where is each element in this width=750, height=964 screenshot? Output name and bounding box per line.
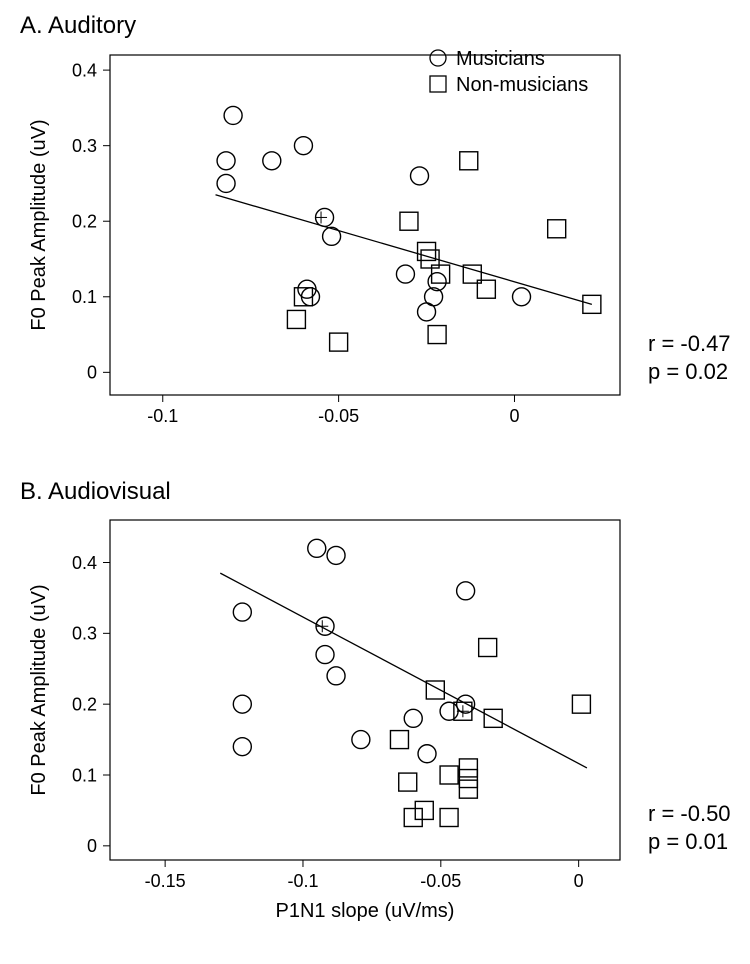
stat-r-a: r = -0.47 — [648, 330, 731, 358]
svg-text:0.2: 0.2 — [72, 212, 97, 232]
svg-text:0.2: 0.2 — [72, 694, 97, 714]
svg-text:-0.1: -0.1 — [287, 871, 318, 891]
svg-text:0.4: 0.4 — [72, 60, 97, 80]
svg-text:F0 Peak Amplitude (uV): F0 Peak Amplitude (uV) — [28, 584, 50, 795]
svg-text:0: 0 — [509, 406, 519, 426]
stat-r-b: r = -0.50 — [648, 800, 731, 828]
svg-text:-0.1: -0.1 — [147, 406, 178, 426]
svg-text:F0 Peak Amplitude (uV): F0 Peak Amplitude (uV) — [28, 119, 50, 330]
panel-b-stats: r = -0.50 p = 0.01 — [648, 800, 731, 855]
svg-text:0: 0 — [87, 836, 97, 856]
svg-text:0: 0 — [87, 363, 97, 383]
svg-text:0.3: 0.3 — [72, 136, 97, 156]
svg-text:0.1: 0.1 — [72, 765, 97, 785]
svg-text:0.1: 0.1 — [72, 287, 97, 307]
svg-text:-0.05: -0.05 — [420, 871, 461, 891]
svg-text:-0.05: -0.05 — [318, 406, 359, 426]
svg-text:Musicians: Musicians — [456, 48, 545, 70]
svg-text:-0.15: -0.15 — [145, 871, 186, 891]
stat-p-b: p = 0.01 — [648, 828, 731, 856]
panel-a-stats: r = -0.47 p = 0.02 — [648, 330, 731, 385]
svg-text:Non-musicians: Non-musicians — [456, 74, 588, 96]
svg-text:0.3: 0.3 — [72, 624, 97, 644]
svg-text:0.4: 0.4 — [72, 553, 97, 573]
panel-b-title: B. Audiovisual — [20, 478, 171, 506]
panel-a-title: A. Auditory — [20, 12, 136, 40]
stat-p-a: p = 0.02 — [648, 358, 731, 386]
svg-text:P1N1 slope (uV/ms): P1N1 slope (uV/ms) — [276, 900, 455, 922]
svg-text:0: 0 — [574, 871, 584, 891]
